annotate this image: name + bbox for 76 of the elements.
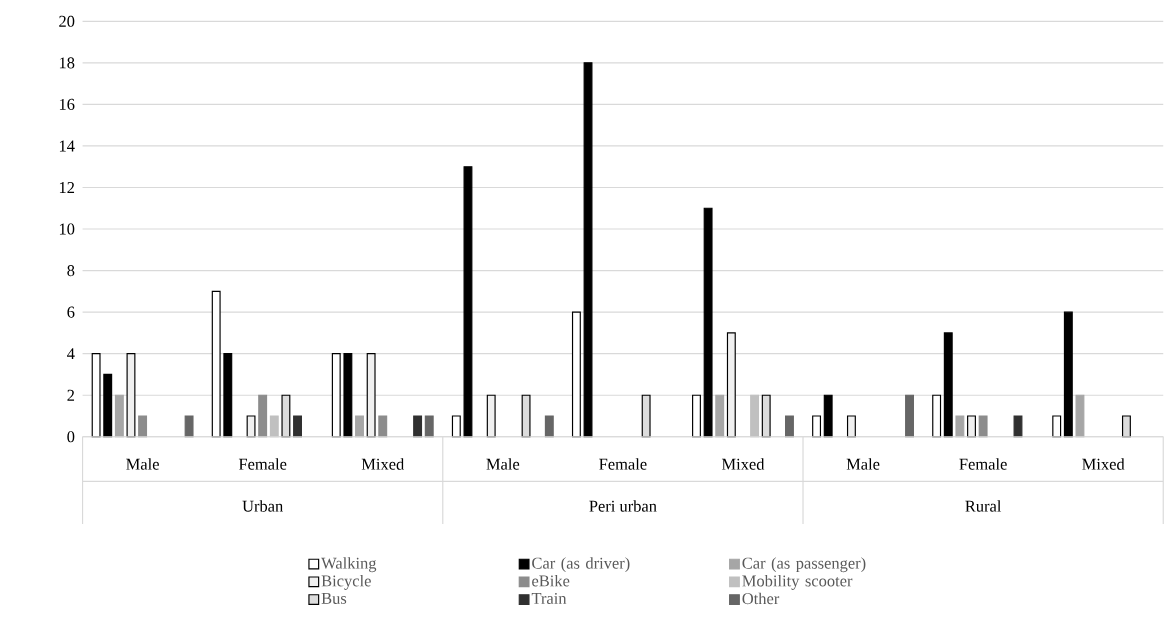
bar bbox=[1052, 415, 1062, 438]
bar bbox=[905, 394, 914, 438]
bar bbox=[114, 394, 124, 438]
bar bbox=[750, 394, 760, 438]
legend-label: Car (as passenger) bbox=[742, 557, 866, 573]
bar bbox=[943, 332, 953, 438]
bar bbox=[544, 415, 554, 438]
bar bbox=[967, 415, 976, 438]
legend-label: Car (as driver) bbox=[532, 557, 630, 573]
bar bbox=[692, 394, 701, 438]
y-tick-label: 18 bbox=[59, 57, 75, 69]
y-tick-label: 8 bbox=[67, 264, 75, 277]
bar bbox=[293, 415, 302, 438]
legend-label: Bicycle bbox=[321, 574, 371, 590]
legend-label: Walking bbox=[321, 557, 377, 573]
x-tick-label: Mixed bbox=[1082, 458, 1125, 470]
bar bbox=[366, 353, 376, 438]
bar bbox=[823, 394, 833, 438]
text: Rural bbox=[965, 500, 1002, 512]
bar bbox=[486, 394, 496, 438]
y-tick-label: 0 bbox=[67, 431, 75, 443]
bar bbox=[343, 353, 353, 438]
legend-label: eBike bbox=[532, 574, 570, 587]
bar bbox=[223, 353, 233, 438]
legend-label: Train bbox=[531, 592, 567, 604]
bar bbox=[1013, 415, 1023, 438]
bar bbox=[331, 353, 341, 438]
bar bbox=[978, 415, 988, 438]
y-tick-label: 20 bbox=[59, 15, 75, 27]
y-tick-label: 6 bbox=[67, 306, 75, 318]
bar bbox=[846, 415, 856, 438]
bar bbox=[126, 353, 136, 438]
bar bbox=[932, 394, 942, 438]
bar bbox=[91, 353, 101, 438]
x-tick-label: Mixed bbox=[721, 458, 765, 470]
bar bbox=[413, 415, 423, 438]
x-tick-label: Female bbox=[599, 458, 647, 470]
bar bbox=[211, 290, 221, 438]
bar bbox=[269, 415, 279, 438]
bar bbox=[103, 373, 113, 438]
bar bbox=[184, 415, 194, 438]
x-tick-label: Female bbox=[959, 458, 1007, 470]
bar bbox=[703, 207, 713, 438]
y-tick-label: 14 bbox=[59, 140, 75, 152]
x-tick-label: Male bbox=[126, 458, 159, 470]
bar bbox=[138, 415, 148, 438]
y-tick-label: 10 bbox=[59, 223, 75, 235]
bar bbox=[571, 311, 581, 438]
bar bbox=[583, 62, 593, 438]
bar bbox=[1075, 394, 1085, 438]
legend-label: Bus bbox=[321, 592, 347, 604]
bar bbox=[463, 166, 473, 438]
text: Urban bbox=[242, 500, 283, 512]
bar bbox=[715, 394, 725, 438]
legend-label: Other bbox=[742, 592, 780, 605]
bar bbox=[955, 415, 965, 438]
bar bbox=[785, 415, 794, 438]
bar bbox=[246, 415, 256, 438]
bar bbox=[726, 332, 736, 438]
x-tick-label: Male bbox=[846, 458, 880, 470]
text: Peri urban bbox=[589, 500, 657, 512]
x-tick-label: Female bbox=[238, 458, 287, 470]
x-tick-label: Male bbox=[486, 458, 520, 470]
bar bbox=[378, 415, 388, 438]
bar bbox=[1063, 311, 1073, 438]
bar bbox=[355, 415, 364, 438]
y-tick-label: 4 bbox=[67, 348, 75, 360]
bar bbox=[258, 394, 268, 438]
y-tick-label: 16 bbox=[59, 98, 75, 110]
x-tick-label: Mixed bbox=[361, 458, 405, 470]
bar bbox=[424, 415, 434, 438]
bar bbox=[451, 415, 461, 438]
bar bbox=[812, 415, 822, 438]
legend-label: Mobility scooter bbox=[742, 574, 853, 590]
y-tick-label: 12 bbox=[59, 181, 75, 193]
y-tick-label: 2 bbox=[67, 389, 75, 401]
